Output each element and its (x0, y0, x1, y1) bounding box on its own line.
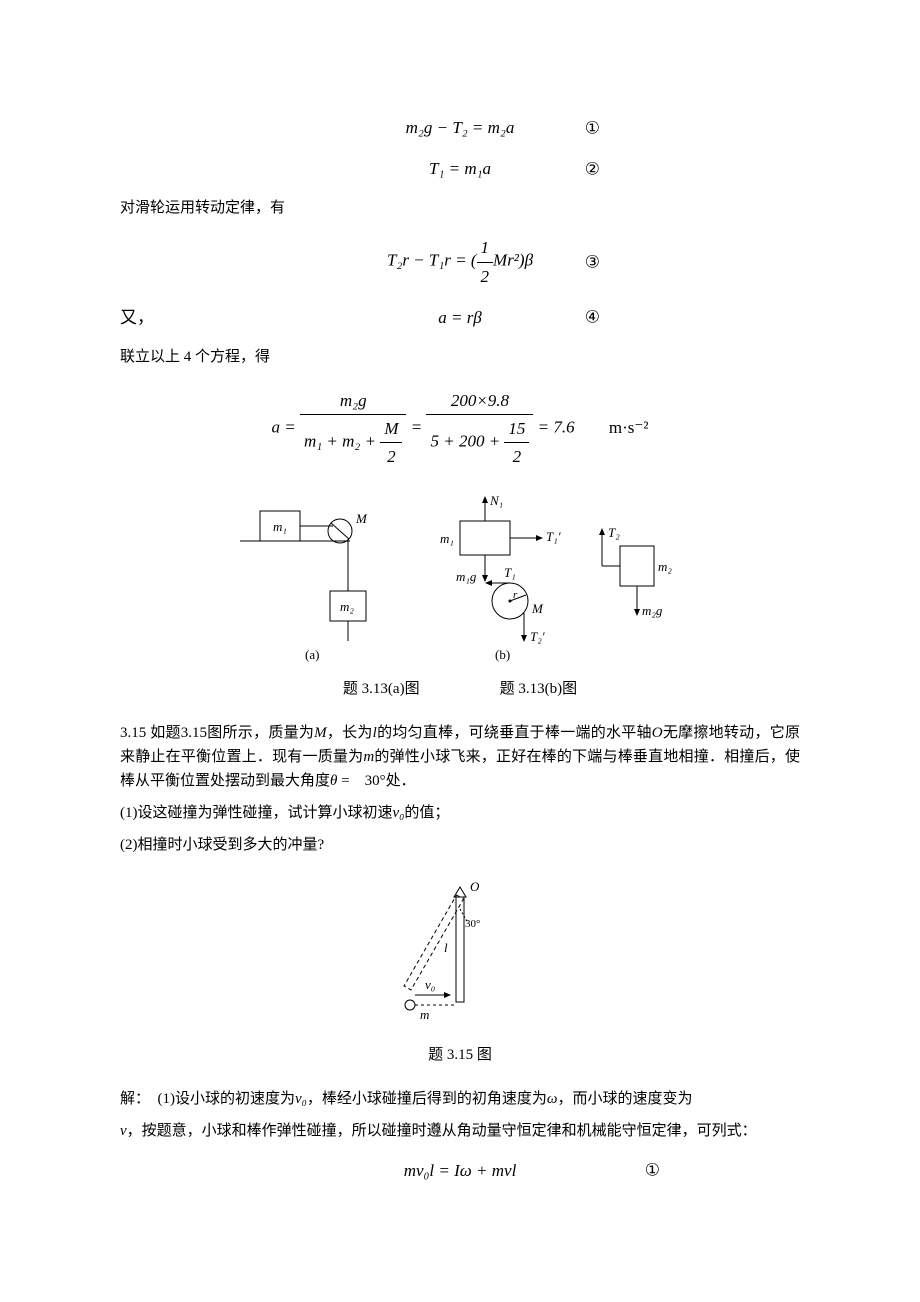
equation-5: a = m₂g m₁ + m₂ + M2 = 200×9.8 5 + 200 +… (120, 387, 800, 471)
eq5-unit: m·s⁻² (609, 418, 649, 437)
eq1-num: ① (585, 114, 600, 141)
equation-1: m₂g − T₂ = m₂a ① (120, 114, 800, 141)
svg-text:l: l (444, 940, 448, 955)
fig-313a-caption: 题 3.13(a)图 (343, 677, 420, 701)
eq5-mid: = (411, 418, 427, 437)
svg-text:m₂: m₂ (658, 559, 672, 574)
eq4-body: a = rβ (438, 308, 482, 327)
eq3-post: Mr²)β (493, 251, 533, 270)
eq2-body: T₁ = m₁a (429, 159, 491, 178)
eq3-num: ③ (585, 248, 600, 275)
svg-text:r: r (513, 589, 518, 601)
equation-2: T₁ = m₁a ② (120, 155, 800, 182)
question-2: (2)相撞时小球受到多大的冲量? (120, 833, 800, 857)
fig-315-svg: O l 30° v₀ m (370, 877, 550, 1037)
svg-text:(b): (b) (495, 647, 510, 662)
eq2-num: ② (585, 155, 600, 182)
svg-text:m₁: m₁ (273, 519, 287, 534)
eq4-num: ④ (585, 304, 600, 331)
text-combine: 联立以上 4 个方程，得 (120, 345, 800, 369)
svg-text:O: O (470, 879, 480, 894)
eq1-body: m₂g − T₂ = m₂a (406, 118, 515, 137)
eq5-val: = 7.6 (538, 418, 575, 437)
fig-313b-caption: 题 3.13(b)图 (500, 677, 578, 701)
eq6-body: mv₀l = Iω + mvl (404, 1161, 517, 1180)
eq3-frac: 12 (477, 234, 494, 289)
svg-text:m₂: m₂ (340, 599, 354, 614)
text-and: 又， (120, 304, 154, 331)
solution-text: 解： (1)设小球的初速度为v₀，棒经小球碰撞后得到的初角速度为ω，而小球的速度… (120, 1087, 800, 1111)
svg-text:m₂g: m₂g (642, 603, 663, 618)
fig-315-caption: 题 3.15 图 (120, 1043, 800, 1067)
question-1: (1)设这碰撞为弹性碰撞，试计算小球初速v₀的值； (120, 801, 800, 825)
svg-text:T₁′: T₁′ (546, 529, 561, 544)
equation-6: mv₀l = Iω + mvl ① (120, 1157, 800, 1184)
eq3-pre: T₂r − T₁r = ( (387, 251, 477, 270)
fig-313-svg: m₁ M m₂ (a) N₁ m₁ T₁′ m₁g r M (230, 491, 690, 671)
figure-3-15: O l 30° v₀ m 题 3.15 图 (120, 877, 800, 1067)
eq5-frac2: 200×9.8 5 + 200 + 152 (426, 387, 533, 471)
svg-text:N₁: N₁ (489, 493, 503, 508)
problem-3-15: 3.15 如题3.15图所示，质量为M，长为l的均匀直棒，可绕垂直于棒一端的水平… (120, 721, 800, 793)
svg-text:T₂′: T₂′ (530, 629, 545, 644)
svg-text:m: m (420, 1007, 429, 1022)
svg-text:M: M (531, 601, 544, 616)
solution-text-2: v，按题意，小球和棒作弹性碰撞，所以碰撞时遵从角动量守恒定律和机械能守恒定律，可… (120, 1119, 800, 1143)
equation-3: T₂r − T₁r = (12Mr²)β ③ (120, 234, 800, 289)
svg-text:(a): (a) (305, 647, 319, 662)
text-pulley: 对滑轮运用转动定律，有 (120, 196, 800, 220)
figure-3-13: m₁ M m₂ (a) N₁ m₁ T₁′ m₁g r M (120, 491, 800, 701)
svg-text:30°: 30° (465, 918, 480, 930)
svg-text:T₂: T₂ (608, 525, 620, 540)
svg-text:M: M (355, 511, 368, 526)
eq6-num: ① (645, 1157, 660, 1184)
equation-4: 又， a = rβ ④ (120, 304, 800, 331)
svg-text:m₁g: m₁g (456, 569, 477, 584)
eq5-frac1: m₂g m₁ + m₂ + M2 (300, 387, 407, 471)
svg-text:T₁: T₁ (504, 565, 516, 580)
eq5-lhs: a = (272, 418, 300, 437)
svg-text:v₀: v₀ (425, 977, 435, 992)
svg-text:m₁: m₁ (440, 531, 454, 546)
